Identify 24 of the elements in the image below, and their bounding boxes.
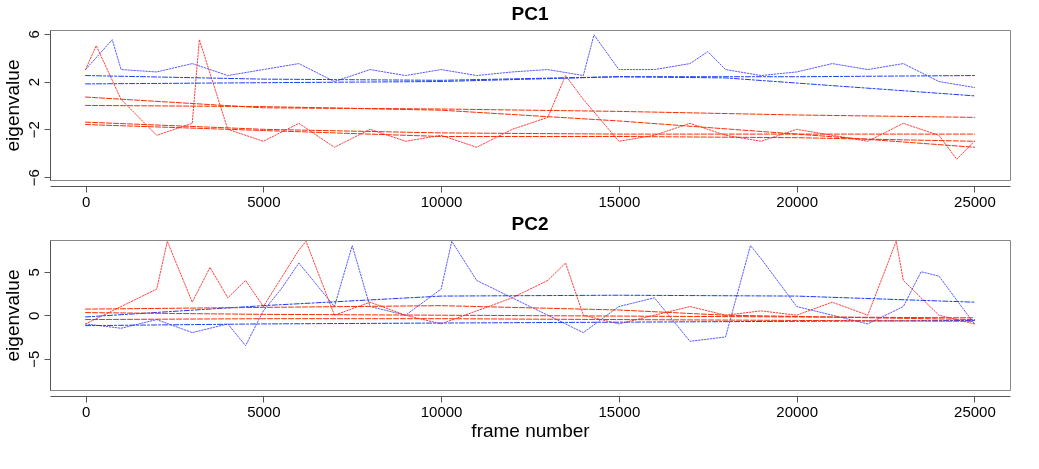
x-tick-label: 15000 [598, 402, 641, 420]
x-tick-label: 20000 [776, 192, 819, 210]
chart-title: PC2 [511, 213, 549, 234]
x-tick-label: 10000 [420, 192, 463, 210]
y-tick-label: 6 [24, 30, 42, 39]
y-tick-label: −2 [24, 121, 42, 139]
x-tick-label: 5000 [247, 192, 281, 210]
y-axis-title: eigenvalue [1, 269, 23, 362]
x-axis-title: frame number [471, 419, 591, 441]
x-tick-label: 0 [81, 402, 91, 420]
x-tick-label: 15000 [598, 192, 641, 210]
x-tick-label: 5000 [247, 402, 281, 420]
x-tick-label: 0 [81, 192, 91, 210]
y-tick-label: 2 [24, 77, 42, 87]
chart-title: PC1 [511, 2, 549, 24]
y-tick-label: 0 [24, 311, 42, 320]
x-tick-label: 10000 [420, 402, 463, 420]
y-tick-label: −5 [24, 350, 42, 368]
x-tick-label: 25000 [954, 402, 996, 420]
y-tick-label: 5 [24, 268, 42, 277]
y-tick-label: −6 [24, 169, 42, 187]
x-tick-label: 25000 [954, 192, 996, 210]
y-axis-title: eigenvalue [1, 59, 23, 152]
x-tick-label: 20000 [776, 402, 819, 420]
